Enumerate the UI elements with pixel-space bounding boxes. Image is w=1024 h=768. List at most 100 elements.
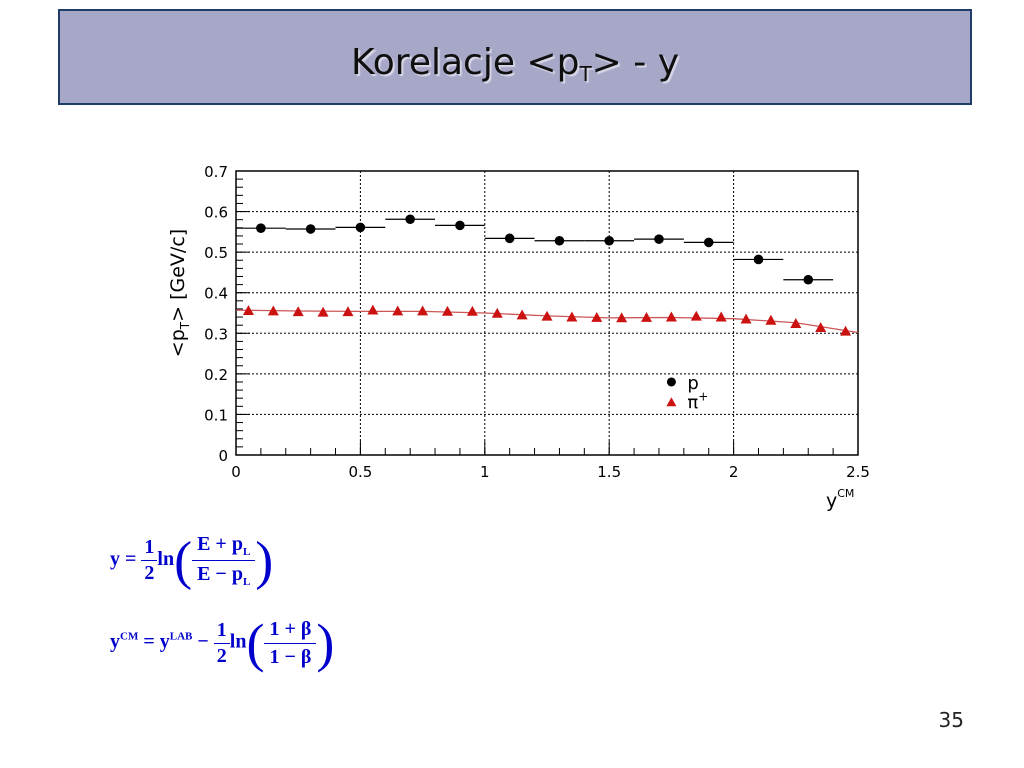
formula-2-lab: LAB <box>169 630 193 643</box>
x-tick-label: 1 <box>480 463 490 481</box>
formula-2-ratio-num: 1 + β <box>264 618 317 644</box>
title-banner: Korelacje <pT> - y <box>58 9 972 105</box>
plot-frame <box>235 170 859 456</box>
formula-2-eq: = y <box>143 630 170 653</box>
formula-1-lhs: y = <box>110 548 137 571</box>
x-tick-label: 2.5 <box>846 463 870 481</box>
mean-pt-vs-rapidity-chart: 0 0.1 0.2 0.3 0.4 0.5 0.6 0.7 0 0.5 1 1.5 2 2.5 pπ+ <… <box>167 163 870 512</box>
proton-data-point <box>504 233 515 244</box>
pion-data-point <box>690 310 702 321</box>
pion-data-point <box>466 305 478 316</box>
y-tick-label: 0 <box>218 447 228 465</box>
slide-number: 35 <box>938 708 964 732</box>
proton-data-point <box>305 224 316 234</box>
pion-data-point <box>665 311 677 322</box>
legend-proton-marker <box>666 377 676 387</box>
pion-data-point <box>317 306 329 317</box>
x-axis-label-sup: CM <box>837 487 854 500</box>
pion-data-point <box>740 313 752 324</box>
formula-1-half-den: 2 <box>144 562 155 584</box>
pion-data-point <box>541 310 553 321</box>
y-tick-label: 0.2 <box>204 366 228 384</box>
pion-data-point <box>392 305 404 316</box>
formula-2-half-den: 2 <box>216 644 227 667</box>
y-tick-label: 0.4 <box>204 285 228 303</box>
formula-1-ratio-num-text: E + p <box>197 533 243 555</box>
slide-title-main: Korelacje <p <box>350 42 580 83</box>
formula-1-ratio-den-sub: L <box>242 576 251 588</box>
pion-data-point <box>566 311 578 322</box>
legend-proton-label: p <box>687 373 698 394</box>
formula-1-close-paren: ) <box>255 530 274 591</box>
formula-1-ratio-num-sub: L <box>242 546 251 558</box>
formula-1-ln: ln <box>157 548 175 571</box>
proton-data-point <box>753 254 764 265</box>
formula-1-ratio-den-text: E − p <box>197 563 243 585</box>
formula-1-half-num: 1 <box>141 536 158 561</box>
y-tick-label: 0.5 <box>204 244 228 262</box>
formula-2-ratio-den: 1 − β <box>269 645 312 668</box>
formula-1-ratio-den: E − pL <box>192 561 255 588</box>
x-tick-label: 0 <box>231 463 241 481</box>
pion-data-point <box>616 312 628 323</box>
rapidity-formula: y = 1 2 ln(E + pL E − pL) <box>110 533 273 588</box>
x-tick-label: 2 <box>729 463 739 481</box>
pion-data-point <box>815 322 827 333</box>
data-points <box>235 214 859 336</box>
pion-data-point <box>840 325 852 336</box>
pion-data-point <box>342 306 354 317</box>
legend-pion-charge: + <box>698 389 708 403</box>
proton-data-point <box>405 214 415 225</box>
proton-data-point <box>654 234 664 244</box>
proton-data-point <box>803 274 814 285</box>
slide-title: Korelacje <pT> - y <box>60 42 970 86</box>
formula-1-ratio: E + pL E − pL <box>192 533 256 588</box>
y-axis-label-main: <p <box>167 329 189 357</box>
y-tick-label: 0.7 <box>204 163 228 181</box>
formula-2-y: y <box>110 630 120 653</box>
y-axis-label-sub: T <box>178 321 192 330</box>
proton-data-point <box>554 235 565 246</box>
proton-data-point <box>703 237 714 248</box>
x-axis-label: yCM <box>826 487 854 512</box>
pion-data-point <box>765 314 777 325</box>
formula-2-minus: − <box>197 630 209 653</box>
pion-data-point <box>591 311 603 322</box>
y-tick-label: 0.3 <box>204 325 228 343</box>
formula-2-close-paren: ) <box>316 613 335 673</box>
pion-data-point <box>267 305 279 316</box>
pion-data-point <box>790 318 802 328</box>
legend: pπ+ <box>666 373 708 413</box>
pion-data-point <box>417 305 429 316</box>
pion-data-point <box>367 304 379 315</box>
x-tick-label: 0.5 <box>348 463 372 481</box>
proton-data-point <box>604 235 614 246</box>
proton-data-point <box>355 222 366 233</box>
pion-data-point <box>292 306 304 317</box>
formula-2-ln: ln <box>229 630 247 653</box>
pion-data-point <box>516 309 528 320</box>
legend-pion-marker <box>666 397 677 407</box>
proton-data-point <box>455 220 465 231</box>
tick-labels: 0 0.1 0.2 0.3 0.4 0.5 0.6 0.7 0 0.5 1 1.5 2 2.5 <box>204 163 870 481</box>
pion-data-point <box>715 311 727 322</box>
x-axis-label-main: y <box>826 490 837 512</box>
pion-data-point <box>441 305 453 316</box>
slide-title-sub: T <box>579 62 592 86</box>
pion-data-point <box>242 305 254 315</box>
y-tick-label: 0.6 <box>204 204 228 222</box>
legend-pion-label: π+ <box>687 389 708 413</box>
proton-data-point <box>256 223 266 234</box>
formula-2-half-num: 1 <box>213 619 230 644</box>
formula-2-cm: CM <box>120 630 139 643</box>
y-axis-label-tail: > [GeV/c] <box>167 229 189 322</box>
formula-1-open-paren: ( <box>174 530 193 591</box>
x-tick-label: 1.5 <box>597 463 621 481</box>
y-tick-label: 0.1 <box>204 406 228 424</box>
formula-1-ratio-num: E + pL <box>192 533 256 561</box>
pion-data-point <box>491 307 503 318</box>
